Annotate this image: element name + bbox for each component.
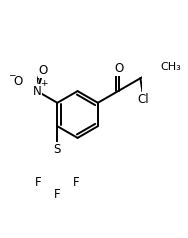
Text: F: F <box>35 176 42 189</box>
Text: O: O <box>14 75 23 88</box>
Text: CH₃: CH₃ <box>161 62 181 72</box>
Text: S: S <box>54 143 61 156</box>
Text: O: O <box>114 62 124 75</box>
Text: F: F <box>54 188 61 201</box>
Text: −: − <box>8 70 15 79</box>
Text: F: F <box>73 176 80 189</box>
Text: O: O <box>39 64 48 77</box>
Text: +: + <box>40 79 47 88</box>
Text: N: N <box>33 84 41 98</box>
Text: Cl: Cl <box>138 93 149 106</box>
